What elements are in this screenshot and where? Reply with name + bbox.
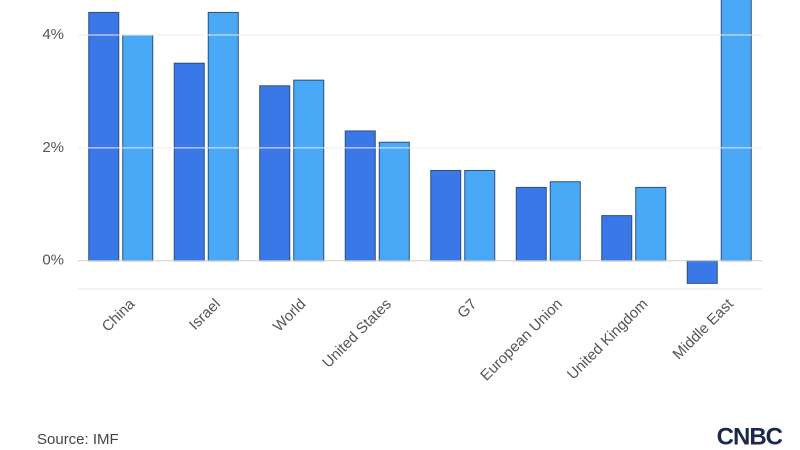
bar <box>635 186 667 262</box>
bar <box>259 85 291 262</box>
source: Source: IMF <box>37 431 119 448</box>
x-tick-label: European Union <box>477 296 566 385</box>
bar <box>549 181 581 262</box>
x-tick-label: World <box>270 296 310 336</box>
bar <box>686 260 718 284</box>
bar <box>173 62 205 262</box>
bar <box>515 186 547 262</box>
bar <box>378 141 410 262</box>
logo: CNBC <box>717 423 783 450</box>
x-tick-label: China <box>99 295 139 335</box>
y-tick-label: 0% <box>42 252 64 269</box>
bar <box>344 130 376 262</box>
bar <box>601 215 633 262</box>
x-tick-label: United Kingdom <box>564 296 651 383</box>
x-tick-label: G7 <box>454 296 480 322</box>
plot-area <box>88 0 752 284</box>
x-tick-label: Middle East <box>669 295 737 363</box>
bar <box>430 169 462 262</box>
x-tick-label: United States <box>319 296 395 372</box>
y-tick-label: 2% <box>42 139 64 156</box>
y-tick-label: 4% <box>42 26 64 43</box>
x-tick-label: Israel <box>186 296 224 334</box>
bar <box>88 11 120 262</box>
bar <box>720 0 752 262</box>
bar <box>293 79 325 262</box>
bar <box>464 169 496 262</box>
bar <box>207 11 239 262</box>
